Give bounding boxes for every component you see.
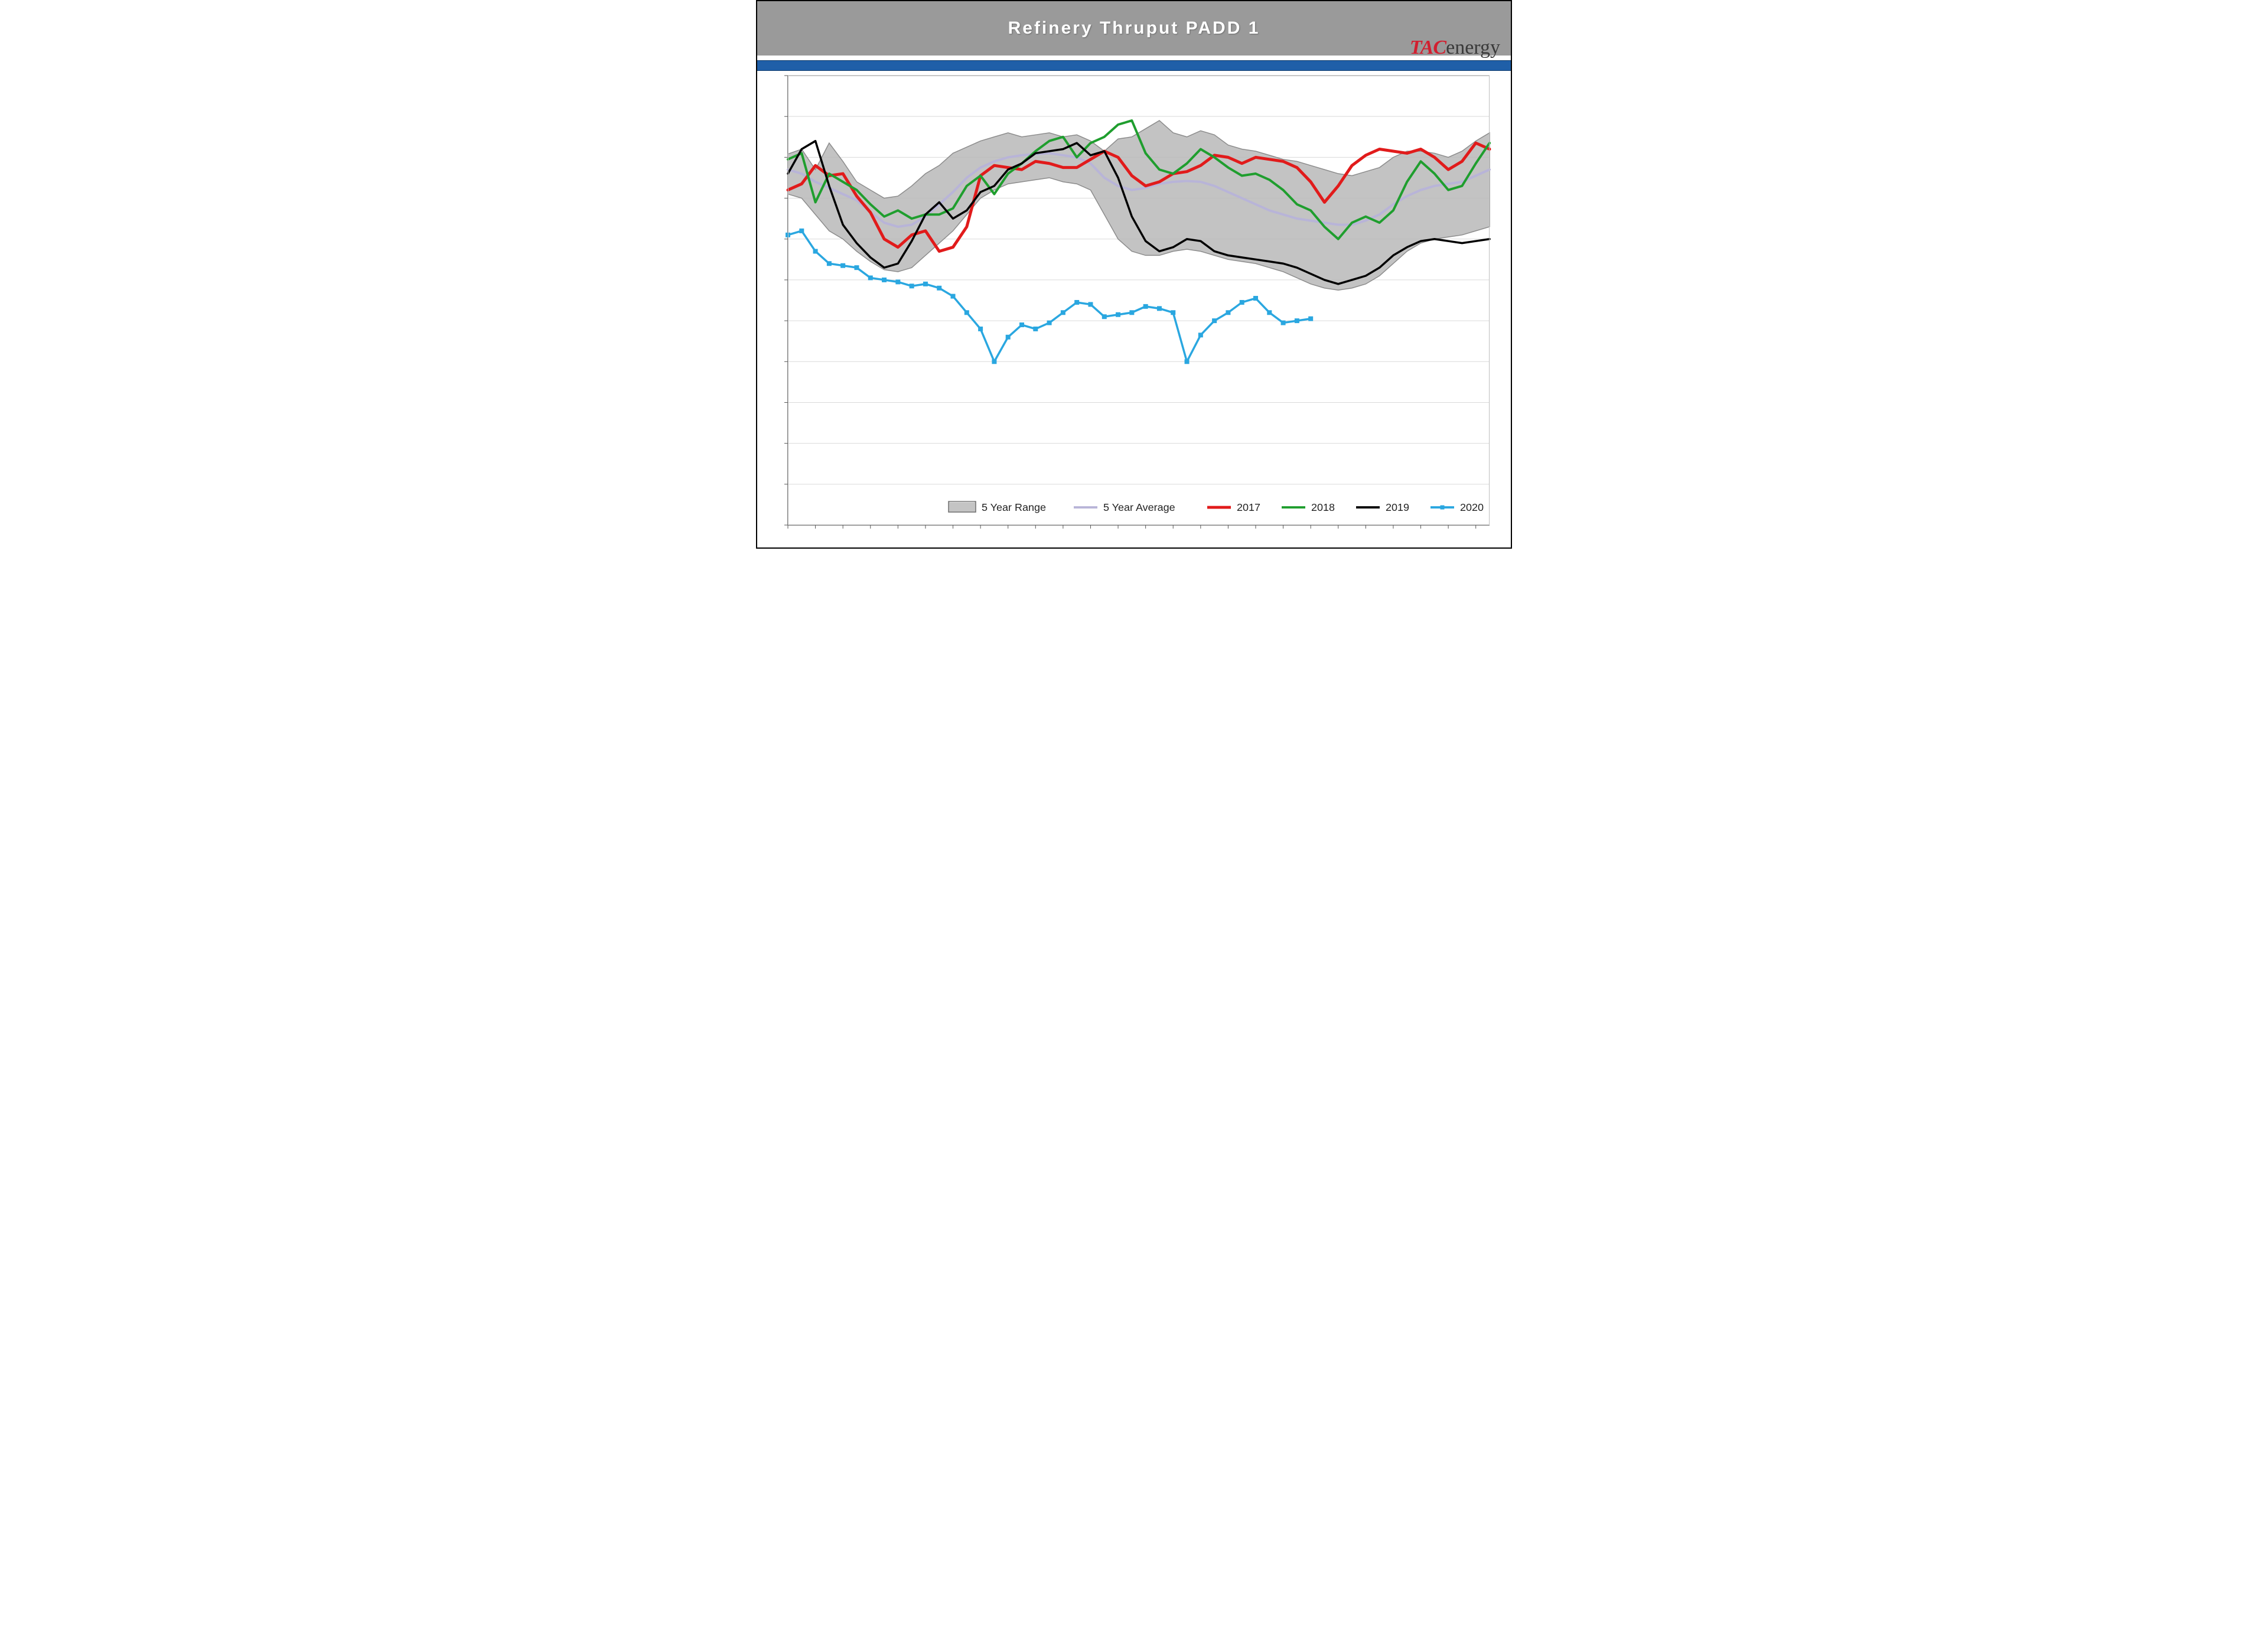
series-y2020-marker: [1198, 333, 1203, 337]
series-y2020-marker: [1254, 296, 1258, 301]
series-y2020-marker: [1240, 300, 1244, 304]
series-y2020-marker: [1157, 307, 1161, 311]
series-y2020-marker: [855, 266, 859, 270]
series-y2020-marker: [800, 229, 804, 233]
legend-label: 2020: [1460, 501, 1484, 513]
series-y2020-marker: [1020, 323, 1024, 327]
logo-energy: energy: [1446, 37, 1500, 58]
series-y2020-marker: [951, 294, 955, 298]
series-y2020-marker: [979, 327, 983, 331]
series-y2020-marker: [1143, 304, 1148, 308]
series-y2020-marker: [1267, 311, 1272, 315]
series-y2020-marker: [964, 311, 969, 315]
series-y2020-marker: [923, 282, 927, 286]
series-y2020-marker: [1130, 311, 1134, 315]
legend-label: 5 Year Range: [982, 501, 1046, 513]
chart-title: Refinery Thruput PADD 1: [1008, 18, 1260, 38]
series-y2020-marker: [896, 280, 900, 284]
accent-band: [757, 60, 1511, 71]
chart-area: 5 Year Range 5 Year Average 2017 2018 2019 20…: [771, 72, 1497, 537]
series-y2020-marker: [813, 249, 817, 253]
series-y2020-marker: [992, 360, 996, 364]
chart-svg: 5 Year Range 5 Year Average 2017 2018 2019 20…: [771, 72, 1497, 537]
series-y2020-marker: [868, 276, 872, 280]
series-y2020-marker: [1089, 302, 1093, 307]
series-y2020-marker: [827, 262, 831, 266]
series-y2020-marker: [937, 286, 941, 290]
series-y2020-marker: [1295, 319, 1299, 323]
series-y2020-marker: [1185, 360, 1189, 364]
title-bar: Refinery Thruput PADD 1: [757, 1, 1511, 56]
series-y2020-marker: [1061, 311, 1065, 315]
chart-frame: Refinery Thruput PADD 1 TACenergy 5 Year…: [756, 0, 1512, 549]
logo-tac: TAC: [1410, 37, 1446, 58]
series-y2020-marker: [841, 263, 845, 268]
series-y2020-marker: [1309, 317, 1313, 321]
legend-label: 2018: [1311, 501, 1335, 513]
brand-logo: TACenergy: [1410, 38, 1500, 58]
series-y2020-marker: [910, 284, 914, 288]
series-y2020-marker: [1281, 321, 1285, 325]
series-y2020-marker: [1075, 300, 1079, 304]
series-y2020-marker: [1226, 311, 1230, 315]
series-y2020-marker: [1102, 315, 1106, 319]
series-y2020-marker: [1034, 327, 1038, 331]
legend-label: 2019: [1386, 501, 1409, 513]
legend-label: 2017: [1237, 501, 1260, 513]
series-y2020-marker: [882, 278, 887, 282]
series-y2020-marker: [1213, 319, 1217, 323]
series-y2020-marker: [1116, 312, 1120, 317]
series-y2020-marker: [1006, 335, 1010, 339]
series-y2020-marker: [1047, 321, 1051, 325]
series-y2020-marker: [1171, 311, 1175, 315]
legend-label: 5 Year Average: [1103, 501, 1175, 513]
